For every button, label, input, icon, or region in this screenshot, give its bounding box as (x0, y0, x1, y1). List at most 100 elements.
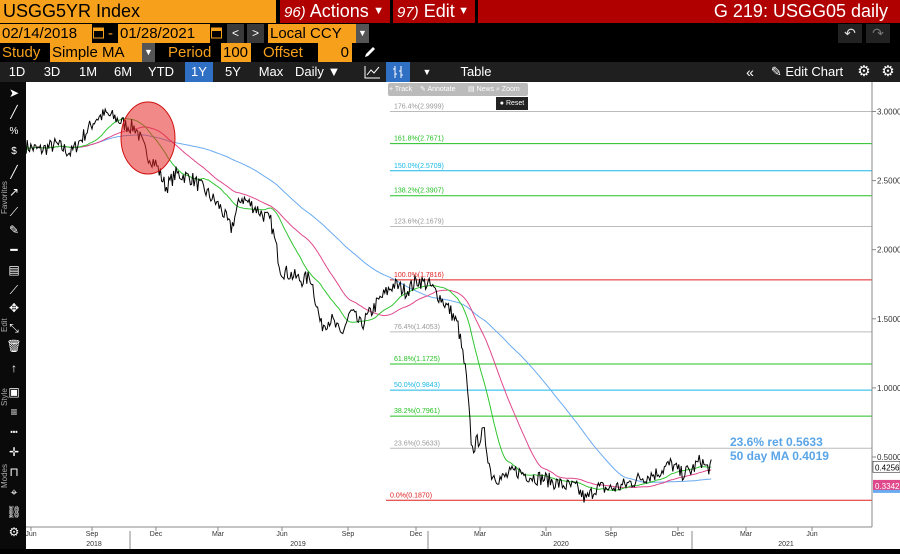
cursor-mode-icon[interactable]: ⌖ (10, 485, 18, 499)
range-max-button[interactable]: Max (258, 64, 284, 79)
x-tick-label: Jun (540, 531, 551, 538)
zoom-label: Zoom (501, 86, 520, 93)
link-icon[interactable]: ⛓ (6, 505, 22, 519)
range-6m-button[interactable]: 6M (113, 64, 133, 79)
x-year-label: 2021 (778, 541, 794, 548)
trash-icon[interactable]: 🗑 (6, 339, 22, 353)
annotate-button[interactable]: ✎ Annotate (420, 83, 455, 96)
chart-area[interactable]: 176.4%(2.9999) 161.8%(2.7671) 150.0%(2.570… (25, 82, 900, 549)
frequency-select[interactable]: Daily ▼ (295, 62, 347, 82)
range-1m-button[interactable]: 1M (78, 64, 98, 79)
range-toolbar (0, 62, 900, 82)
fib-level-label: 138.2%(2.3907) (394, 188, 444, 195)
line-chart-icon[interactable] (360, 62, 384, 82)
bar-chart-icon[interactable] (386, 62, 410, 82)
redo-button[interactable]: ↷ (866, 24, 890, 43)
last-price-label: 0.4256 (875, 463, 900, 472)
pointer-icon[interactable]: ➤ (8, 86, 20, 100)
chart-mini-toolbar (388, 83, 528, 96)
edit-menu[interactable]: 97) Edit ▼ (393, 0, 475, 23)
reset-button[interactable]: ● Reset (496, 97, 528, 110)
end-date-field[interactable]: 01/28/2021 (118, 24, 210, 43)
reset-icon: ● (499, 100, 506, 107)
drawing-tools-sidebar (0, 82, 26, 549)
chevron-down-icon[interactable]: ▼ (142, 43, 155, 62)
last-price-box (872, 460, 900, 473)
range-1d-button[interactable]: 1D (8, 64, 26, 79)
chevron-down-icon: ▼ (373, 5, 384, 17)
fib-level-label: 100.0%(1.7816) (394, 272, 444, 279)
offset-field[interactable]: 0 (318, 43, 352, 62)
currency-select[interactable]: Local CCY (268, 24, 356, 43)
trend-tool-icon[interactable]: ╱ (10, 165, 18, 179)
horizontal-line-icon[interactable]: ━ (10, 243, 18, 257)
pencil-icon[interactable] (362, 44, 378, 60)
pencil-tool-icon[interactable]: ✎ (8, 223, 20, 237)
frequency-label: Daily (295, 64, 324, 79)
edit-chart-button[interactable]: ✎ Edit Chart (765, 62, 849, 82)
line-width-icon[interactable]: ≡ (10, 405, 18, 419)
line-tool-icon[interactable]: ╱ (10, 105, 18, 119)
crosshair-icon[interactable]: ✛ (8, 445, 20, 459)
reset-label: Reset (505, 100, 525, 107)
line-style-icon[interactable]: ┅ (10, 425, 18, 439)
chevron-down-icon[interactable]: ▼ (356, 24, 369, 43)
track-label: Track (394, 86, 413, 93)
start-date-field[interactable]: 02/14/2018 (0, 24, 92, 43)
chevron-down-icon[interactable]: ▼ (422, 67, 432, 77)
range-1y-button[interactable]: 1Y (185, 62, 213, 82)
x-tick-label: Jun (276, 531, 287, 538)
x-tick-label: Dec (410, 531, 423, 538)
zoom-icon: ⌕ (496, 86, 502, 93)
zoom-button[interactable]: ⌕ Zoom (496, 83, 520, 96)
ray-tool-icon[interactable]: ⟋ (9, 205, 19, 219)
calendar-icon[interactable] (211, 26, 222, 39)
period-field[interactable]: 100 (221, 43, 251, 62)
gear-icon[interactable]: ⚙ (8, 525, 20, 539)
x-year-label: 2020 (553, 541, 569, 548)
range-5y-button[interactable]: 5Y (225, 64, 241, 79)
next-period-button[interactable]: > (247, 24, 264, 43)
brush-tool-icon[interactable]: ⟋ (9, 283, 19, 297)
percent-tool-icon[interactable]: % (9, 126, 19, 137)
collapse-icon[interactable]: « (746, 64, 754, 80)
news-button[interactable]: ▤ News (468, 83, 494, 96)
arrow-up-icon[interactable]: ↑ (11, 361, 17, 375)
last-ma-label: 0.3342 (875, 482, 900, 491)
undo-button[interactable]: ↶ (838, 24, 862, 43)
track-button[interactable]: + Track (389, 83, 412, 96)
settings-gear-icon[interactable]: ⚙ (857, 63, 871, 80)
x-tick-label: Sep (86, 531, 99, 538)
table-button[interactable]: Table (460, 64, 492, 79)
move-icon[interactable]: ✥ (8, 301, 20, 315)
ticker-field[interactable]: USGG5YR Index (0, 0, 276, 23)
previous-period-button[interactable]: < (227, 24, 244, 43)
news-icon: ▤ (468, 86, 477, 93)
magnet-icon[interactable]: ⊓ (9, 465, 19, 479)
dollar-tool-icon[interactable]: $ (11, 146, 17, 157)
y-tick-label: 0.5000 (877, 453, 900, 462)
arrow-tool-icon[interactable]: ↗ (8, 185, 20, 199)
color-picker-icon[interactable]: ▣ (8, 385, 20, 399)
study-type-select[interactable]: Simple MA (50, 43, 142, 62)
fib-level-label: 61.8%(1.1725) (394, 356, 440, 363)
actions-menu[interactable]: 96) Actions ▼ (280, 0, 390, 23)
fib-level-label: 123.6%(2.1679) (394, 218, 444, 225)
range-ytd-button[interactable]: YTD (148, 64, 174, 79)
row2-filler (370, 24, 900, 43)
resize-icon[interactable]: ⤡ (9, 321, 19, 335)
price-chart[interactable]: 176.4%(2.9999) 161.8%(2.7671) 150.0%(2.570… (25, 82, 900, 549)
retracement-annotation: 23.6% ret 0.5633 (730, 435, 823, 449)
pencil-icon: ✎ (770, 64, 786, 79)
fib-level-label: 176.4%(2.9999) (394, 104, 444, 111)
calendar-icon[interactable] (93, 26, 104, 39)
actions-menu-label: Actions (309, 1, 369, 21)
x-tick-label: Mar (740, 531, 753, 538)
ma-annotation: 50 day MA 0.4019 (730, 449, 829, 463)
window-title: G 219: USGG05 daily (478, 0, 900, 23)
x-tick-label: Dec (150, 531, 163, 538)
range-3d-button[interactable]: 3D (43, 64, 61, 79)
channel-tool-icon[interactable]: ▤ (8, 263, 20, 277)
track-icon: + (389, 86, 395, 93)
gear-icon[interactable]: ⚙ (881, 63, 895, 80)
